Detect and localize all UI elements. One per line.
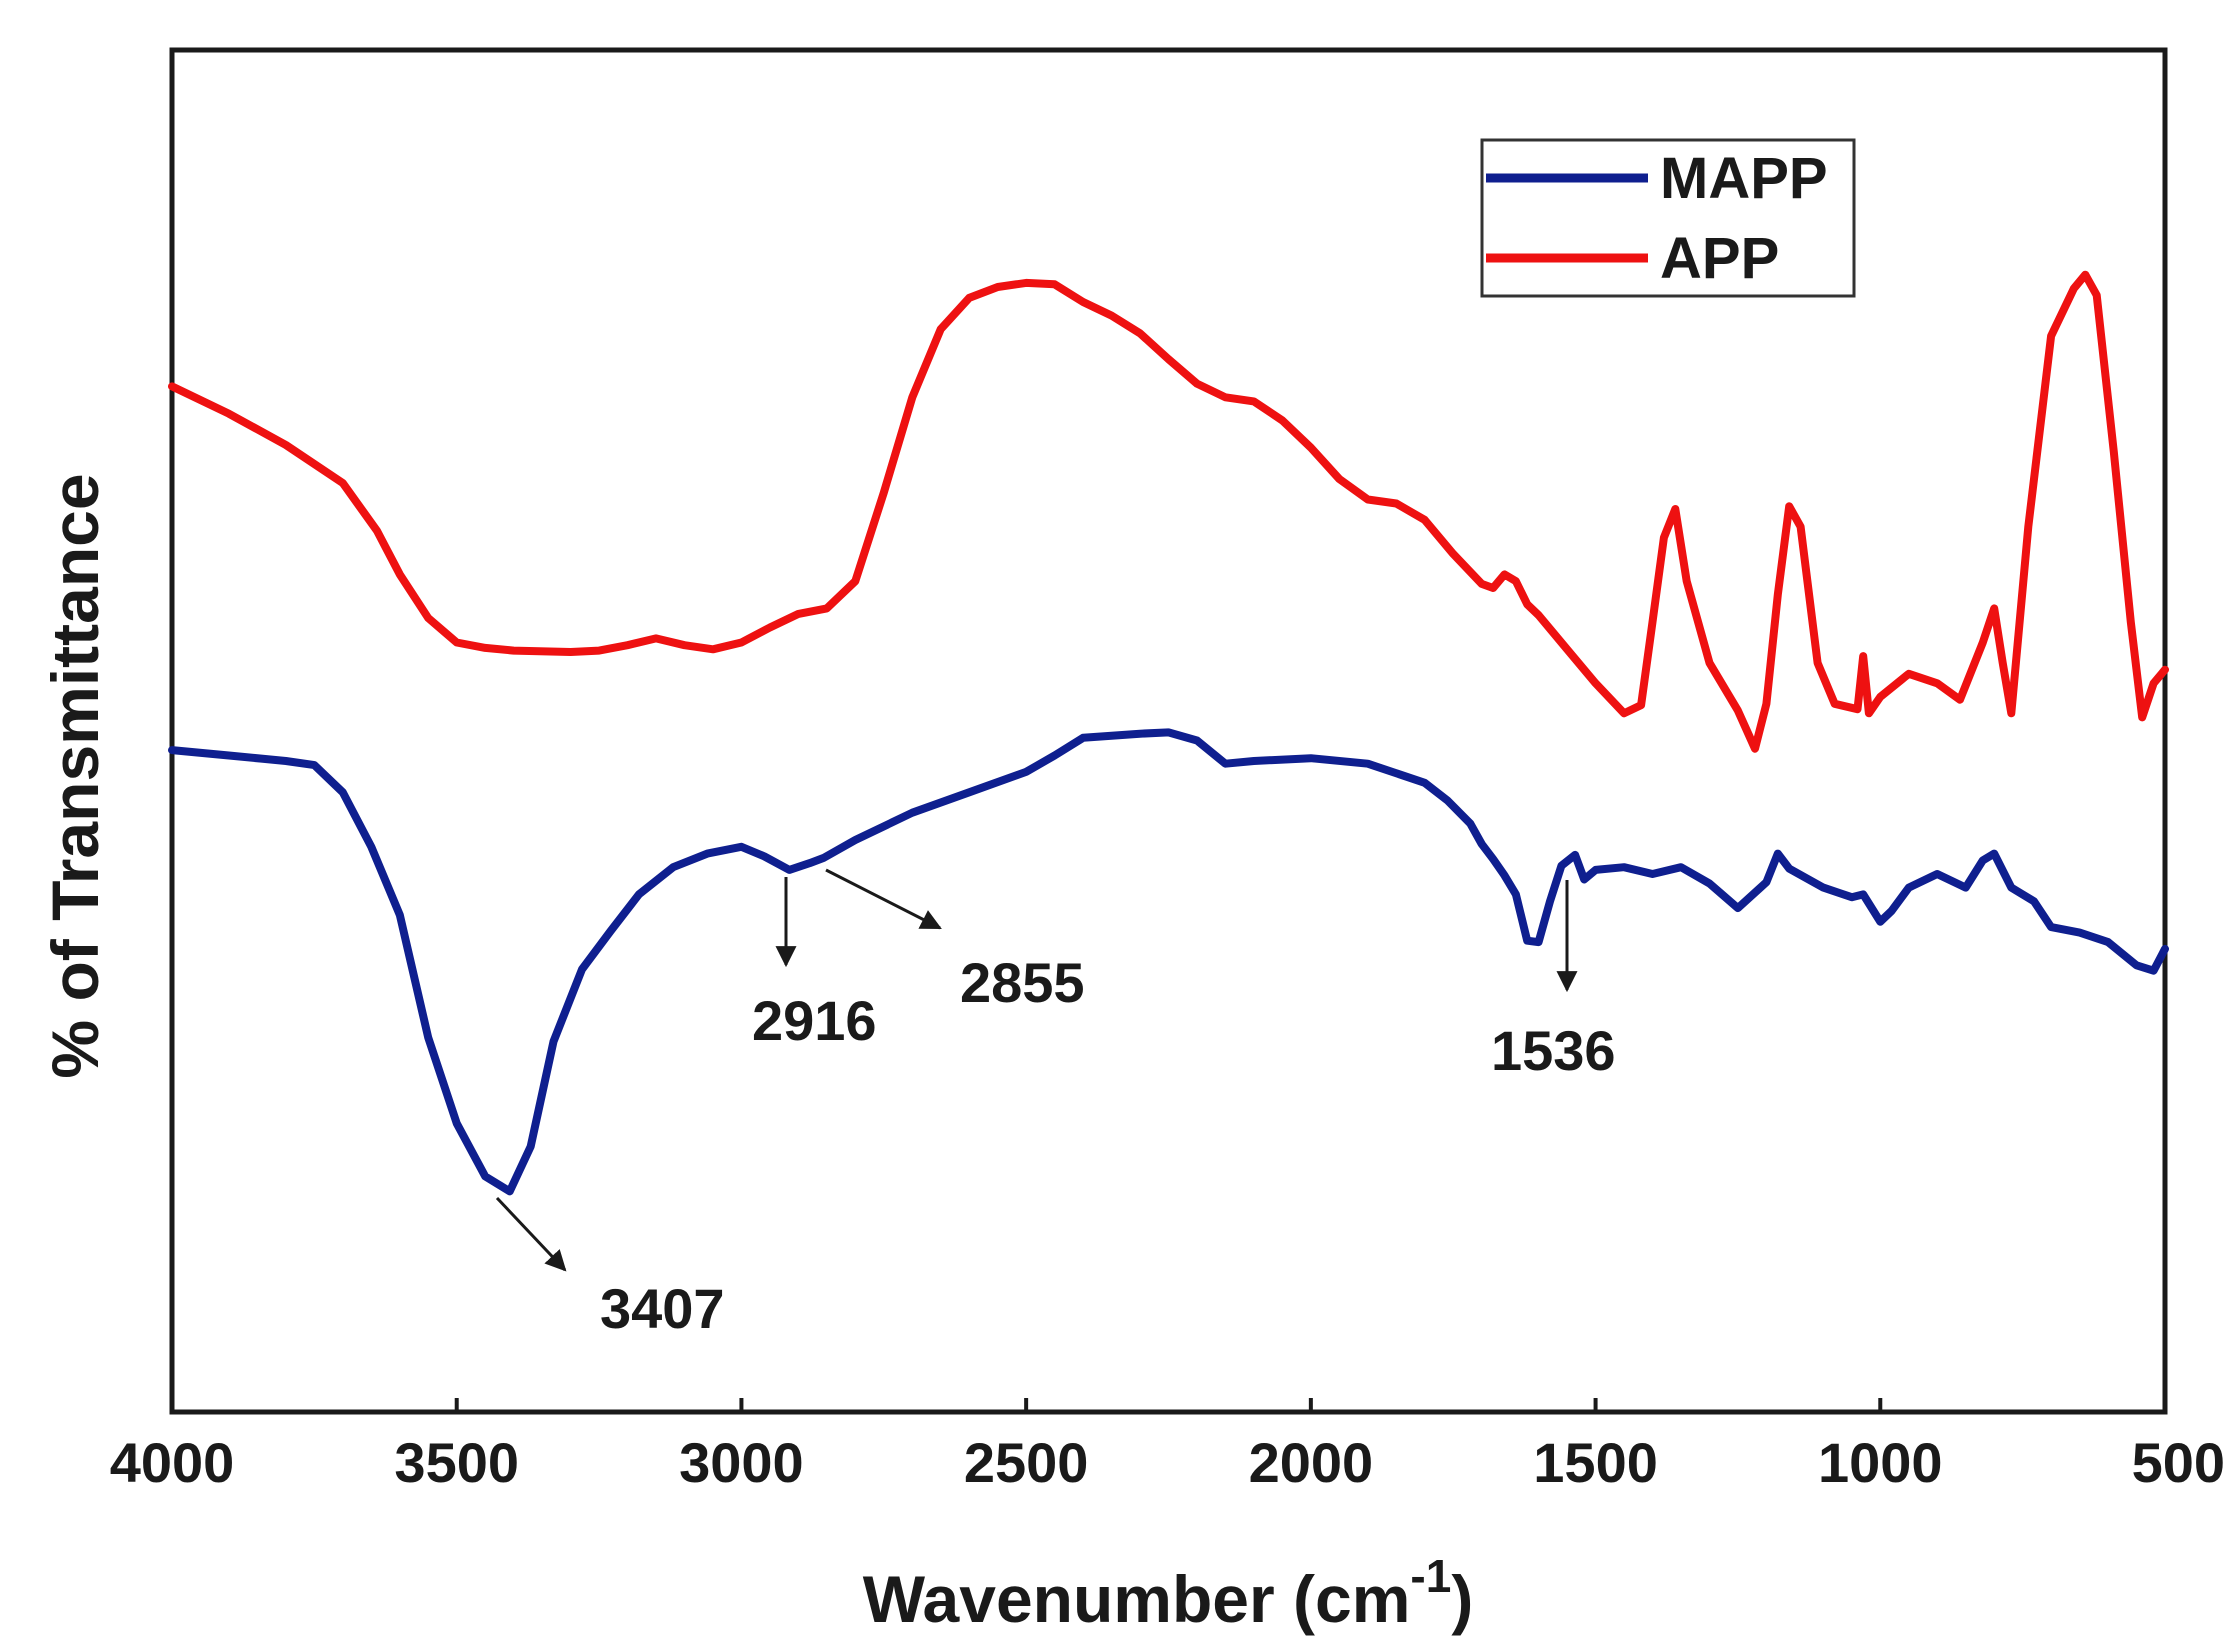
x-axis-title-close: )	[1451, 1562, 1473, 1636]
x-axis-title-main: Wavenumber (cm	[863, 1562, 1411, 1636]
annotation-2916: 2916	[752, 989, 877, 1052]
legend-label-mapp: MAPP	[1660, 146, 1828, 211]
x-axis-ticks: 4000 3500 3000 2500 2000 1500 1000 500	[110, 1398, 2225, 1494]
legend-label-app: APP	[1660, 226, 1779, 291]
x-tick-label: 3000	[679, 1431, 804, 1494]
x-tick-label: 4000	[110, 1431, 235, 1494]
x-tick-label: 2000	[1249, 1431, 1374, 1494]
annotations: 3407 2916 2855 1536	[495, 868, 1616, 1340]
y-axis-title: % of Transmittance	[38, 473, 112, 1078]
plot-frame	[169, 47, 2168, 1415]
x-tick-label: 1000	[1818, 1431, 1943, 1494]
x-tick-label: 500	[2132, 1431, 2225, 1494]
x-tick-label: 3500	[394, 1431, 519, 1494]
x-axis-title: Wavenumber (cm-1)	[863, 1550, 1474, 1636]
legend-box	[1480, 138, 1856, 298]
series-line-mapp	[168, 728, 2169, 1196]
annotation-3407: 3407	[600, 1277, 725, 1340]
legend: MAPP APP	[1480, 138, 1856, 298]
annotation-1536: 1536	[1491, 1019, 1616, 1082]
annotation-2855: 2855	[960, 951, 1085, 1014]
annotation-arrow-3407	[495, 1196, 567, 1272]
x-axis-title-superscript: -1	[1410, 1550, 1451, 1602]
annotation-arrow-2855	[825, 868, 942, 930]
series-line-app	[168, 270, 2169, 753]
x-tick-label: 1500	[1533, 1431, 1658, 1494]
x-tick-label: 2500	[964, 1431, 1089, 1494]
